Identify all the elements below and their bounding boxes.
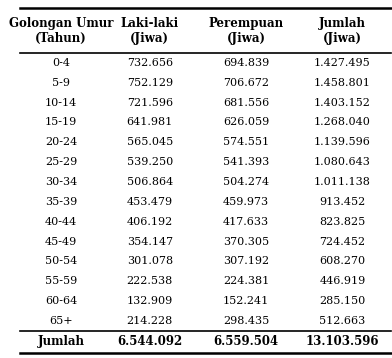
- Text: 1.268.040: 1.268.040: [314, 117, 371, 127]
- Text: 1.080.643: 1.080.643: [314, 157, 371, 167]
- Text: 25-29: 25-29: [45, 157, 77, 167]
- Text: 214.228: 214.228: [127, 316, 173, 326]
- Text: 823.825: 823.825: [319, 217, 366, 227]
- Text: 35-39: 35-39: [45, 197, 77, 207]
- Text: 370.305: 370.305: [223, 237, 269, 247]
- Text: 298.435: 298.435: [223, 316, 269, 326]
- Text: 417.633: 417.633: [223, 217, 269, 227]
- Text: 354.147: 354.147: [127, 237, 173, 247]
- Text: 574.551: 574.551: [223, 137, 269, 147]
- Text: 1.011.138: 1.011.138: [314, 177, 371, 187]
- Text: 307.192: 307.192: [223, 256, 269, 266]
- Text: 539.250: 539.250: [127, 157, 173, 167]
- Text: 60-64: 60-64: [45, 296, 77, 306]
- Text: Jumlah
(Jiwa): Jumlah (Jiwa): [319, 17, 366, 45]
- Text: 453.479: 453.479: [127, 197, 173, 207]
- Text: 608.270: 608.270: [319, 256, 365, 266]
- Text: 285.150: 285.150: [319, 296, 366, 306]
- Text: 721.596: 721.596: [127, 98, 173, 108]
- Text: Golongan Umur
(Tahun): Golongan Umur (Tahun): [9, 17, 113, 45]
- Text: 10-14: 10-14: [45, 98, 77, 108]
- Text: 152.241: 152.241: [223, 296, 269, 306]
- Text: 641.981: 641.981: [127, 117, 173, 127]
- Text: 50-54: 50-54: [45, 256, 77, 266]
- Text: 752.129: 752.129: [127, 78, 173, 88]
- Text: 446.919: 446.919: [319, 276, 366, 286]
- Text: 706.672: 706.672: [223, 78, 269, 88]
- Text: 5-9: 5-9: [52, 78, 70, 88]
- Text: 732.656: 732.656: [127, 58, 173, 68]
- Text: 1.139.596: 1.139.596: [314, 137, 371, 147]
- Text: 512.663: 512.663: [319, 316, 366, 326]
- Text: 506.864: 506.864: [127, 177, 173, 187]
- Text: 55-59: 55-59: [45, 276, 77, 286]
- Text: 541.393: 541.393: [223, 157, 269, 167]
- Text: 40-44: 40-44: [45, 217, 77, 227]
- Text: Laki-laki
(Jiwa): Laki-laki (Jiwa): [121, 17, 179, 45]
- Text: 20-24: 20-24: [45, 137, 77, 147]
- Text: 724.452: 724.452: [319, 237, 365, 247]
- Text: 1.403.152: 1.403.152: [314, 98, 371, 108]
- Text: 913.452: 913.452: [319, 197, 366, 207]
- Text: Jumlah: Jumlah: [38, 335, 84, 348]
- Text: 6.544.092: 6.544.092: [117, 335, 183, 348]
- Text: 681.556: 681.556: [223, 98, 269, 108]
- Text: 504.274: 504.274: [223, 177, 269, 187]
- Text: 65+: 65+: [49, 316, 73, 326]
- Text: 222.538: 222.538: [127, 276, 173, 286]
- Text: 565.045: 565.045: [127, 137, 173, 147]
- Text: 406.192: 406.192: [127, 217, 173, 227]
- Text: 459.973: 459.973: [223, 197, 269, 207]
- Text: 45-49: 45-49: [45, 237, 77, 247]
- Text: 301.078: 301.078: [127, 256, 173, 266]
- Text: 30-34: 30-34: [45, 177, 77, 187]
- Text: 626.059: 626.059: [223, 117, 269, 127]
- Text: 132.909: 132.909: [127, 296, 173, 306]
- Text: 15-19: 15-19: [45, 117, 77, 127]
- Text: Perempuan
(Jiwa): Perempuan (Jiwa): [209, 17, 284, 45]
- Text: 1.458.801: 1.458.801: [314, 78, 371, 88]
- Text: 0-4: 0-4: [52, 58, 70, 68]
- Text: 13.103.596: 13.103.596: [306, 335, 379, 348]
- Text: 694.839: 694.839: [223, 58, 269, 68]
- Text: 224.381: 224.381: [223, 276, 269, 286]
- Text: 1.427.495: 1.427.495: [314, 58, 371, 68]
- Text: 6.559.504: 6.559.504: [214, 335, 279, 348]
